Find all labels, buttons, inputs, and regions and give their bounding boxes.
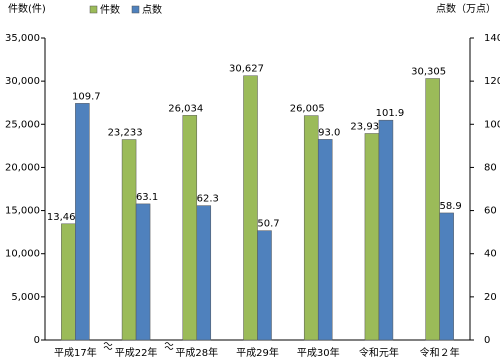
bar [121, 139, 137, 341]
break-mark [103, 342, 113, 350]
bar [243, 75, 258, 341]
axis-break [103, 342, 174, 350]
bar [425, 78, 440, 341]
value-label: 58.9 [440, 201, 462, 212]
value-label: 30,305 [411, 67, 446, 78]
bar [364, 133, 380, 341]
bar [61, 223, 76, 341]
value-label: 23,934 [350, 121, 385, 132]
y-tick-label: 10,000 [5, 249, 40, 260]
y2-tick-label: 140 [484, 33, 500, 44]
bar [439, 212, 454, 341]
bar [182, 115, 198, 341]
x-tick-label: 令和元年 [359, 346, 399, 359]
bar [75, 103, 90, 341]
legend-swatch [89, 5, 98, 14]
y2-tick-label: 80 [484, 162, 497, 173]
y2-tick-label: 40 [484, 249, 497, 260]
legend-label: 点数 [142, 3, 162, 16]
value-label: 13,467 [47, 212, 82, 223]
value-label: 26,005 [290, 104, 325, 115]
y-axis-title: 件数(件) [8, 2, 46, 15]
y-tick-label: 35,000 [5, 33, 40, 44]
bar [135, 203, 151, 341]
y2-tick-label: 120 [484, 76, 500, 87]
value-label: 26,034 [168, 103, 203, 114]
value-label: 109.7 [72, 91, 101, 102]
y2-axis-title: 点数（万点） [436, 2, 496, 15]
y-tick-label: 0 [34, 335, 40, 346]
y2-tick-label: 0 [484, 335, 490, 346]
y-tick-label: 30,000 [5, 76, 40, 87]
x-tick-label: 平成17年 [54, 346, 97, 359]
value-label: 50.7 [257, 219, 279, 230]
bar [196, 205, 212, 341]
break-mark [164, 342, 174, 350]
y-tick-label: 25,000 [5, 119, 40, 130]
bar [257, 230, 272, 341]
bar [317, 139, 333, 341]
y-tick-label: 15,000 [5, 206, 40, 217]
legend-label: 件数 [100, 3, 120, 16]
value-label: 63.1 [136, 192, 158, 203]
legend-swatch [131, 5, 140, 14]
legend: 件数 点数 [89, 3, 162, 16]
x-tick-label: 平成28年 [175, 346, 218, 359]
value-label: 30,627 [229, 64, 264, 75]
y-tick-label: 5,000 [11, 292, 40, 303]
y2-tick-label: 60 [484, 206, 497, 217]
bar [378, 119, 394, 341]
x-tick-label: 平成30年 [297, 346, 340, 359]
value-label: 93.0 [318, 127, 340, 138]
y2-tick-label: 100 [484, 119, 500, 130]
bar [303, 115, 319, 341]
x-tick-label: 平成22年 [115, 346, 158, 359]
x-tick-label: 平成29年 [236, 346, 279, 359]
value-label: 101.9 [376, 108, 405, 119]
value-label: 62.3 [197, 194, 219, 205]
y-tick-label: 20,000 [5, 162, 40, 173]
y2-tick-label: 20 [484, 292, 497, 303]
x-tick-label: 令和２年 [420, 346, 460, 359]
value-label: 23,233 [108, 128, 143, 139]
